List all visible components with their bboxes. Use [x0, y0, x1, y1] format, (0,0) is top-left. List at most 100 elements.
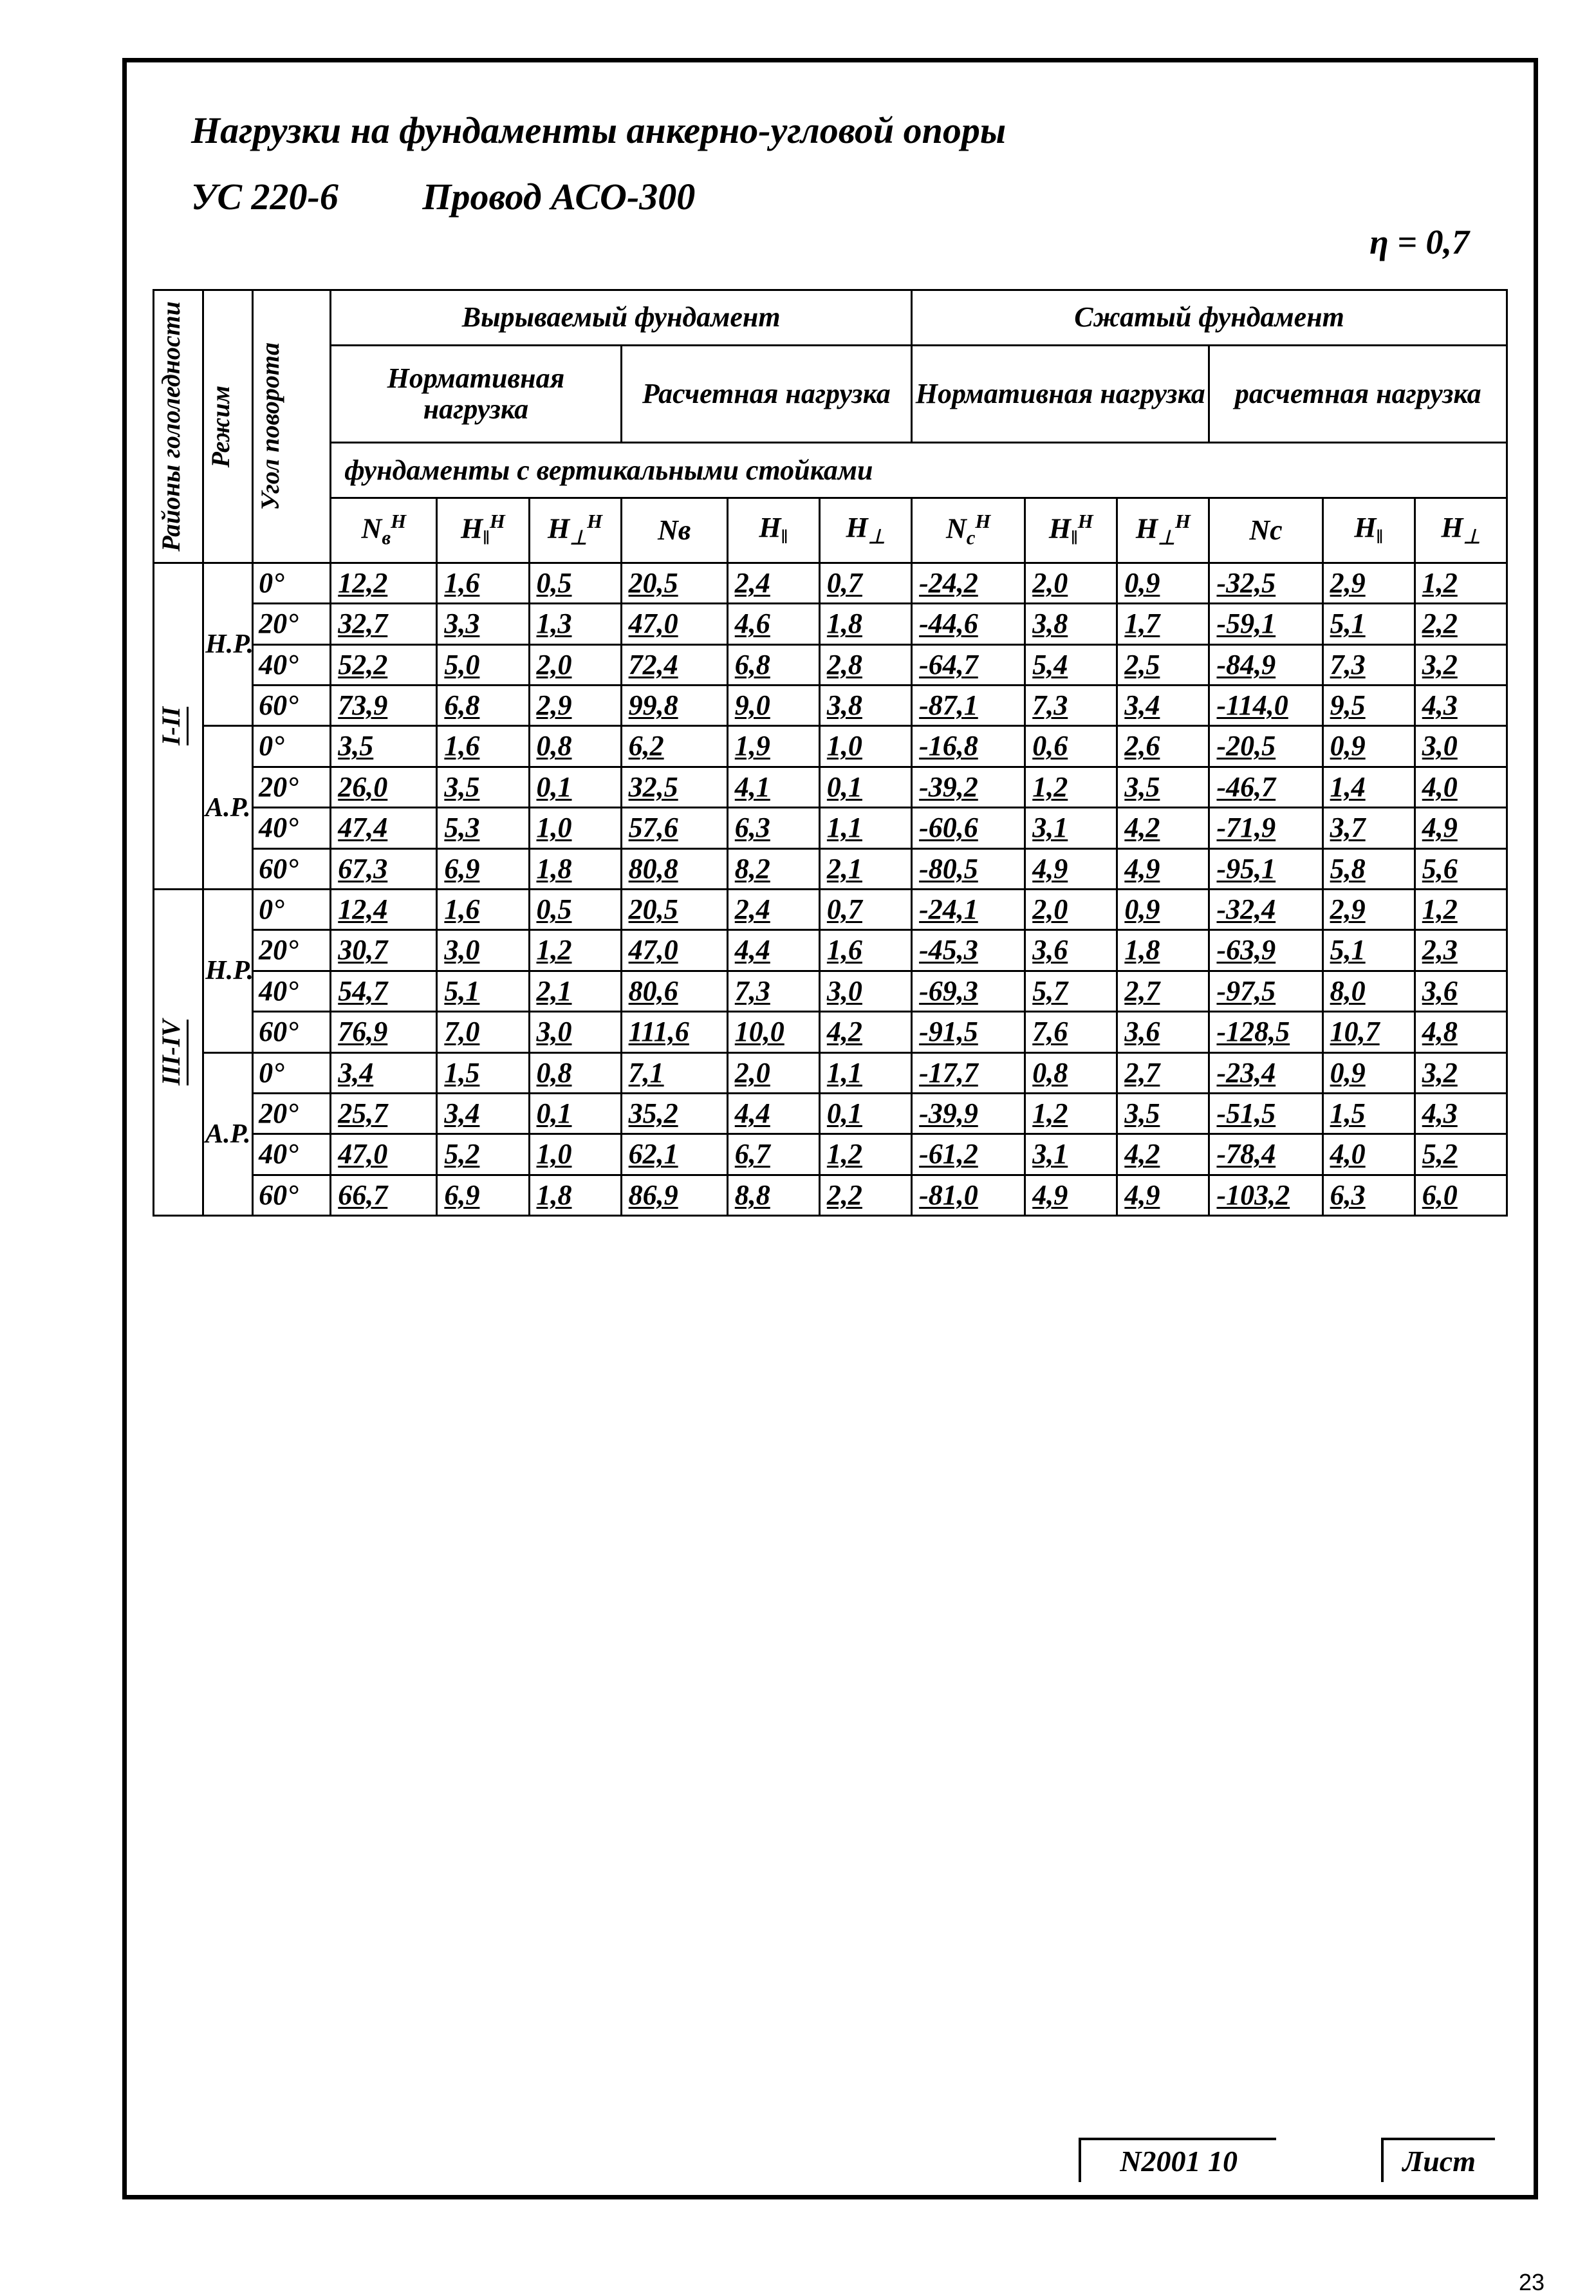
value-cell: 2,4 [727, 889, 819, 929]
title-code: УС 220-6 [191, 176, 339, 218]
hdr-c7: H‖Н [1025, 498, 1117, 563]
value-cell: 1,4 [1322, 767, 1415, 807]
value-cell: 10,0 [727, 1012, 819, 1052]
value-cell: 4,2 [819, 1012, 911, 1052]
value-cell: 67,3 [331, 848, 437, 889]
value-cell: -16,8 [912, 726, 1025, 767]
value-cell: 4,3 [1415, 1093, 1507, 1134]
value-cell: 6,9 [437, 848, 529, 889]
value-cell: 5,2 [1415, 1134, 1507, 1175]
value-cell: 2,6 [1117, 726, 1209, 767]
value-cell: -24,2 [912, 563, 1025, 603]
footer-right: Лист [1381, 2138, 1495, 2182]
value-cell: 5,6 [1415, 848, 1507, 889]
hdr-norm2: Нормативная нагрузка [912, 345, 1209, 442]
value-cell: 3,0 [1415, 726, 1507, 767]
value-cell: 1,2 [1415, 889, 1507, 929]
title-block: Нагрузки на фундаменты анкерно-угловой о… [153, 101, 1508, 270]
hdr-region: Районы гололедности [156, 295, 187, 558]
value-cell: 12,4 [331, 889, 437, 929]
value-cell: -20,5 [1209, 726, 1322, 767]
angle-cell: 0° [253, 726, 331, 767]
value-cell: 3,8 [1025, 604, 1117, 644]
value-cell: 0,9 [1117, 889, 1209, 929]
value-cell: 2,8 [819, 644, 911, 685]
value-cell: 1,8 [819, 604, 911, 644]
angle-cell: 20° [253, 604, 331, 644]
value-cell: 9,5 [1322, 686, 1415, 726]
table-row: 40°47,45,31,057,66,31,1-60,63,14,2-71,93… [154, 808, 1507, 848]
value-cell: 0,1 [529, 767, 621, 807]
value-cell: 0,1 [819, 767, 911, 807]
value-cell: 4,0 [1415, 767, 1507, 807]
value-cell: 7,3 [1025, 686, 1117, 726]
value-cell: 0,5 [529, 563, 621, 603]
title-line1: Нагрузки на фундаменты анкерно-угловой о… [191, 101, 1508, 161]
value-cell: 5,8 [1322, 848, 1415, 889]
value-cell: 1,1 [819, 808, 911, 848]
value-cell: 1,8 [529, 848, 621, 889]
angle-cell: 40° [253, 1134, 331, 1175]
table-body: I-IIН.Р.0°12,21,60,520,52,40,7-24,22,00,… [154, 563, 1507, 1215]
angle-cell: 20° [253, 1093, 331, 1134]
angle-cell: 40° [253, 971, 331, 1011]
value-cell: 1,2 [1025, 1093, 1117, 1134]
value-cell: 2,9 [1322, 563, 1415, 603]
value-cell: 35,2 [621, 1093, 727, 1134]
table-row: 60°76,97,03,0111,610,04,2-91,57,63,6-128… [154, 1012, 1507, 1052]
table-row: 20°25,73,40,135,24,40,1-39,91,23,5-51,51… [154, 1093, 1507, 1134]
hdr-norm1: Нормативная нагрузка [331, 345, 621, 442]
value-cell: 30,7 [331, 930, 437, 971]
value-cell: 52,2 [331, 644, 437, 685]
value-cell: 1,0 [529, 1134, 621, 1175]
hdr-c4: H‖ [727, 498, 819, 563]
hdr-c0: NвН [331, 498, 437, 563]
value-cell: 1,8 [529, 1175, 621, 1215]
table-row: А.Р.0°3,51,60,86,21,91,0-16,80,62,6-20,5… [154, 726, 1507, 767]
value-cell: 5,1 [437, 971, 529, 1011]
value-cell: 47,0 [621, 930, 727, 971]
hdr-c10: H‖ [1322, 498, 1415, 563]
value-cell: 8,8 [727, 1175, 819, 1215]
value-cell: 5,0 [437, 644, 529, 685]
value-cell: 2,3 [1415, 930, 1507, 971]
value-cell: 4,9 [1415, 808, 1507, 848]
value-cell: -114,0 [1209, 686, 1322, 726]
value-cell: 3,7 [1322, 808, 1415, 848]
value-cell: 3,6 [1025, 930, 1117, 971]
value-cell: -91,5 [912, 1012, 1025, 1052]
value-cell: 4,0 [1322, 1134, 1415, 1175]
value-cell: 0,7 [819, 563, 911, 603]
value-cell: 3,2 [1415, 644, 1507, 685]
value-cell: 6,3 [727, 808, 819, 848]
value-cell: 4,2 [1117, 1134, 1209, 1175]
value-cell: 1,2 [1415, 563, 1507, 603]
value-cell: 0,9 [1322, 1052, 1415, 1093]
value-cell: 4,3 [1415, 686, 1507, 726]
value-cell: 3,5 [437, 767, 529, 807]
value-cell: 3,6 [1117, 1012, 1209, 1052]
angle-cell: 60° [253, 848, 331, 889]
table-row: 40°54,75,12,180,67,33,0-69,35,72,7-97,58… [154, 971, 1507, 1011]
value-cell: 0,5 [529, 889, 621, 929]
angle-cell: 60° [253, 1012, 331, 1052]
value-cell: 0,8 [1025, 1052, 1117, 1093]
value-cell: -128,5 [1209, 1012, 1322, 1052]
value-cell: 2,7 [1117, 1052, 1209, 1093]
value-cell: -60,6 [912, 808, 1025, 848]
value-cell: -97,5 [1209, 971, 1322, 1011]
table-row: 60°66,76,91,886,98,82,2-81,04,94,9-103,2… [154, 1175, 1507, 1215]
value-cell: 6,9 [437, 1175, 529, 1215]
value-cell: -39,2 [912, 767, 1025, 807]
value-cell: -63,9 [1209, 930, 1322, 971]
value-cell: 1,6 [437, 563, 529, 603]
regime-cell: А.Р. [203, 1052, 253, 1216]
hdr-vert-stands: фундаменты с вертикальными стойками [331, 443, 1507, 498]
value-cell: 2,0 [1025, 563, 1117, 603]
value-cell: 7,3 [727, 971, 819, 1011]
hdr-calc1: Расчетная нагрузка [621, 345, 911, 442]
table-row: 20°30,73,01,247,04,41,6-45,33,61,8-63,95… [154, 930, 1507, 971]
value-cell: 6,7 [727, 1134, 819, 1175]
value-cell: 80,6 [621, 971, 727, 1011]
value-cell: 3,4 [437, 1093, 529, 1134]
